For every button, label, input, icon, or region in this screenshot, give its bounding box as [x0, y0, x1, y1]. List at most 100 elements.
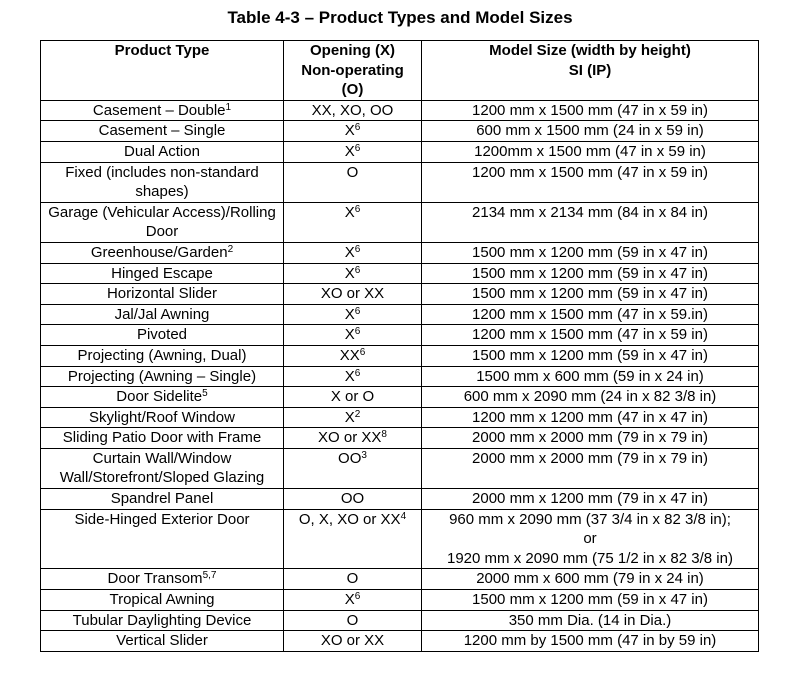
cell-text: X: [344, 264, 355, 282]
table-row: Greenhouse/Garden2 X6 1500 mm x 1200 mm (5…: [40, 241, 759, 264]
cell-text: Spandrel Panel: [110, 490, 214, 508]
table-cell: Garage (Vehicular Access)/Rolling Door: [40, 201, 284, 243]
cell-text: 2000 mm x 2000 mm (79 in x 79 in): [472, 429, 708, 447]
cell-text: 1200mm x 1500 mm (47 in x 59 in): [474, 142, 706, 160]
cell-text: 1200 mm x 1200 mm (47 in x 47 in): [472, 408, 708, 426]
cell-text: XX: [339, 346, 360, 364]
cell-text: Tropical Awning: [109, 591, 215, 609]
table-row: Casement – Single X6 600 mm x 1500 mm (24 …: [40, 120, 759, 142]
table-cell: 1500 mm x 1200 mm (59 in x 47 in): [421, 241, 759, 264]
cell-text: 1200 mm x 1500 mm (47 in x 59 in): [472, 163, 708, 181]
cell-text: 1200 mm by 1500 mm (47 in by 59 in): [463, 632, 717, 650]
cell-text: X: [344, 305, 355, 323]
table-cell: Door Transom5,7: [40, 568, 284, 591]
table-cell: 2000 mm x 2000 mm (79 in x 79 in): [421, 427, 759, 449]
product-table: Product Type Opening (X) Non-operating (O) M…: [40, 40, 759, 652]
table-cell: Jal/Jal Awning: [40, 303, 284, 326]
table-cell: 350 mm Dia. (14 in Dia.): [421, 609, 759, 632]
cell-text: O, X, XO or XX: [298, 510, 401, 528]
cell-text: Vertical Slider: [116, 632, 208, 650]
table-cell: 1200 mm x 1500 mm (47 in x 59 in): [421, 99, 759, 122]
cell-text: 1500 mm x 600 mm (59 in x 24 in): [476, 367, 704, 385]
table-cell: 1200 mm x 1500 mm (47 in x 59 in): [421, 161, 759, 203]
table-cell: O: [283, 609, 422, 632]
table-cell: 1200 mm x 1500 mm (47 in x 59.in): [421, 303, 759, 326]
table-cell: XO or XX: [283, 283, 422, 305]
table-cell: OO3: [283, 447, 422, 490]
cell-text: Garage (Vehicular Access)/Rolling Door: [48, 203, 276, 241]
cell-text: Door Sidelite: [116, 388, 203, 406]
table-cell: Sliding Patio Door with Frame: [40, 427, 284, 449]
table-cell: X6: [283, 241, 422, 264]
table-cell: 1200 mm by 1500 mm (47 in by 59 in): [421, 630, 759, 652]
cell-text: Door Transom: [107, 570, 203, 588]
table-row: Pivoted X6 1200 mm x 1500 mm (47 in x 59 i…: [40, 324, 759, 346]
cell-text: Skylight/Roof Window: [89, 408, 235, 426]
cell-text: 2134 mm x 2134 mm (84 in x 84 in): [472, 203, 708, 221]
cell-text: 1500 mm x 1200 mm (59 in x 47 in): [472, 285, 708, 303]
footnote-ref: 6: [354, 243, 361, 255]
footnote-ref: 6: [354, 142, 361, 154]
table-row: Fixed (includes non-standard shapes) O 120…: [40, 161, 759, 203]
cell-text: X: [344, 122, 355, 140]
cell-line: 960 mm x 2090 mm (37 3/4 in x 82 3/8 in)…: [449, 510, 731, 528]
table-cell: O, X, XO or XX4: [283, 508, 422, 570]
cell-text: OO: [338, 449, 362, 467]
table-cell: Projecting (Awning – Single): [40, 365, 284, 388]
table-cell: XX, XO, OO: [283, 99, 422, 122]
cell-text: 2000 mm x 600 mm (79 in x 24 in): [476, 570, 704, 588]
cell-text: Side-Hinged Exterior Door: [74, 510, 250, 528]
table-row: Vertical Slider XO or XX 1200 mm by 1500 m…: [40, 630, 759, 652]
cell-line: Product Type: [114, 42, 210, 59]
header-cell: Model Size (width by height) SI (IP): [421, 40, 759, 101]
table-cell: Skylight/Roof Window: [40, 406, 284, 429]
table-cell: 1500 mm x 1200 mm (59 in x 47 in): [421, 262, 759, 285]
table-cell: X6: [283, 140, 422, 163]
cell-text: 1500 mm x 1200 mm (59 in x 47 in): [472, 243, 708, 261]
table-cell: Projecting (Awning, Dual): [40, 344, 284, 367]
table-cell: 1500 mm x 600 mm (59 in x 24 in): [421, 365, 759, 388]
cell-text: X: [344, 142, 355, 160]
table-row: Dual Action X6 1200mm x 1500 mm (47 in x 5…: [40, 140, 759, 163]
cell-text: X: [344, 408, 355, 426]
footnote-ref: 2: [354, 408, 361, 420]
cell-text: Projecting (Awning, Dual): [77, 346, 247, 364]
cell-text: 1200 mm x 1500 mm (47 in x 59 in): [472, 101, 708, 119]
cell-text: X: [344, 243, 355, 261]
cell-text: Jal/Jal Awning: [114, 305, 210, 323]
cell-text: Hinged Escape: [111, 264, 213, 282]
table-cell: Hinged Escape: [40, 262, 284, 285]
table-row: Skylight/Roof Window X2 1200 mm x 1200 mm …: [40, 406, 759, 429]
table-cell: 1500 mm x 1200 mm (59 in x 47 in): [421, 589, 759, 611]
header-cell: Product Type: [40, 40, 284, 101]
table-cell: X6: [283, 262, 422, 285]
footnote-ref: 6: [354, 264, 361, 276]
table-row: Horizontal Slider XO or XX 1500 mm x 1200 …: [40, 283, 759, 305]
table-cell: 600 mm x 2090 mm (24 in x 82 3/8 in): [421, 386, 759, 408]
cell-line: Model Size (width by height): [489, 42, 691, 59]
table-cell: XO or XX: [283, 630, 422, 652]
cell-text: OO: [340, 490, 365, 508]
table-cell: 1500 mm x 1200 mm (59 in x 47 in): [421, 344, 759, 367]
table-row: Side-Hinged Exterior Door O, X, XO or XX4…: [40, 508, 759, 570]
cell-line: Non-operating: [301, 61, 404, 79]
table-row: Casement – Double1 XX, XO, OO 1200 mm x 15…: [40, 99, 759, 122]
cell-text: Casement – Double: [92, 101, 226, 119]
table-cell: 1500 mm x 1200 mm (59 in x 47 in): [421, 283, 759, 305]
cell-line: or: [583, 530, 597, 548]
footnote-ref: 5: [202, 388, 208, 400]
cell-text: O: [346, 163, 359, 181]
footnote-ref: 6: [354, 367, 361, 379]
table-row: Projecting (Awning – Single) X6 1500 mm x …: [40, 365, 759, 388]
cell-text: O: [346, 570, 359, 588]
table-cell: X6: [283, 201, 422, 243]
cell-text: Horizontal Slider: [106, 285, 218, 303]
table-row: Jal/Jal Awning X6 1200 mm x 1500 mm (47 in…: [40, 303, 759, 326]
table-cell: Spandrel Panel: [40, 488, 284, 510]
table-cell: Vertical Slider: [40, 630, 284, 652]
table-cell: Casement – Double1: [40, 99, 284, 122]
table-cell: 2000 mm x 2000 mm (79 in x 79 in): [421, 447, 759, 490]
footnote-ref: 6: [354, 203, 361, 215]
cell-text: Pivoted: [136, 326, 188, 344]
